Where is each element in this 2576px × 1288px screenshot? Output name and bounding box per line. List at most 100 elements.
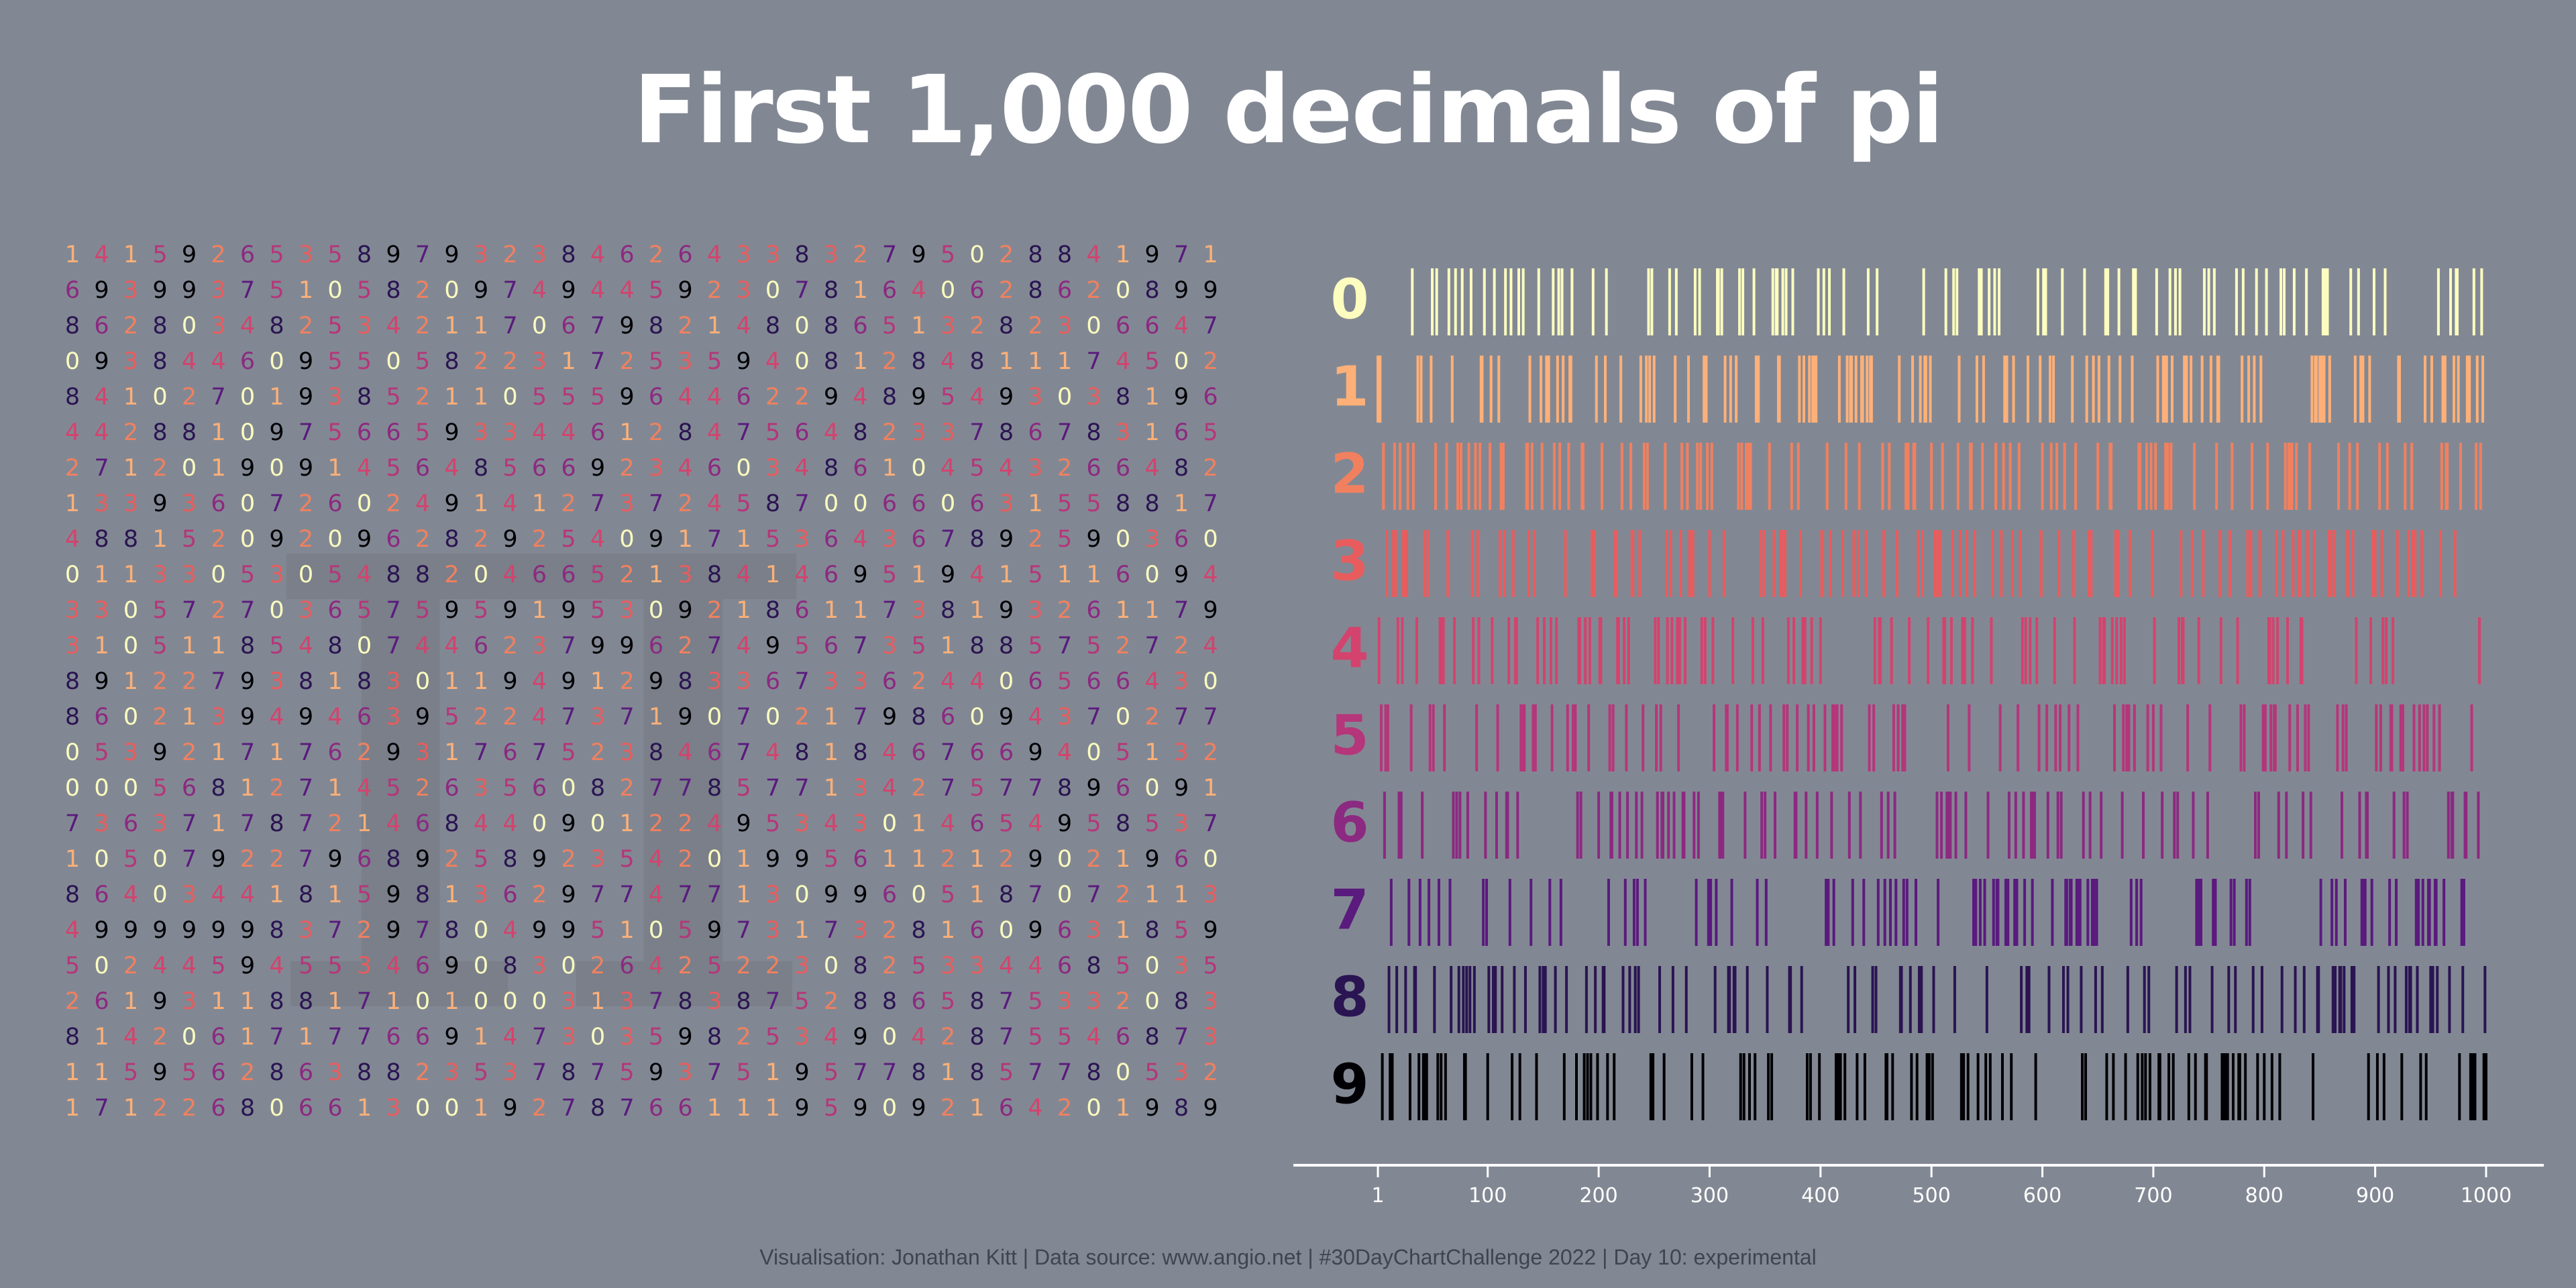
decimal-digit: 6 [823,561,839,588]
decimal-digit: 2 [444,561,460,588]
decimal-digit: 6 [1057,277,1073,304]
decimal-digit: 4 [794,561,810,588]
decimal-digit: 7 [298,739,314,766]
decimal-digit: 5 [590,384,606,411]
decimal-digit: 6 [998,1095,1014,1122]
decimal-digit: 9 [765,633,781,659]
decimal-digit: 4 [794,455,810,482]
decimal-digit: 2 [152,455,168,482]
decimal-digit: 3 [765,241,781,268]
decimal-digit: 9 [298,384,314,411]
decimal-digit: 4 [152,953,168,979]
decimal-digit: 7 [998,775,1014,802]
decimal-digit: 2 [64,988,80,1015]
decimal-digit: 1 [1115,597,1131,624]
decimal-digit: 9 [1203,597,1218,624]
decimal-digit: 7 [736,739,751,766]
decimal-digit: 1 [123,455,139,482]
decimal-digit: 3 [853,775,868,802]
decimal-digit: 2 [881,348,898,375]
decimal-digit: 9 [998,384,1014,411]
decimal-digit: 7 [1173,1024,1189,1051]
decimal-digit: 5 [940,384,956,411]
decimal-digit: 3 [794,953,810,979]
decimal-digit: 5 [473,846,489,873]
decimal-digit: 1 [911,561,926,588]
decimal-digit: 6 [531,455,547,482]
decimal-digit: 2 [1086,277,1102,304]
decimal-digit: 9 [619,384,635,411]
decimal-digit: 4 [64,917,80,944]
decimal-digit: 8 [473,455,489,482]
decimal-digit: 3 [502,1059,518,1086]
decimal-digit: 6 [561,313,576,339]
decimal-digit: 8 [706,1024,722,1051]
decimal-digit: 8 [853,739,868,766]
decimal-digit: 1 [531,490,547,517]
decimal-digit: 5 [1057,526,1073,553]
decimal-digit: 0 [239,419,256,446]
decimal-digit: 0 [619,526,635,553]
decimal-digit: 7 [531,739,547,766]
decimal-digit: 6 [678,1095,693,1122]
decimal-digit: 8 [1173,1095,1189,1122]
decimal-digit: 3 [881,633,898,659]
decimal-digit: 2 [152,704,168,731]
decimal-digit: 1 [1173,490,1189,517]
decimal-digit: 6 [1057,917,1073,944]
decimal-digit: 5 [211,953,226,979]
decimal-digit: 8 [502,846,518,873]
decimal-digit: 1 [473,1095,489,1122]
decimal-digit: 8 [1057,241,1073,268]
decimal-digit: 4 [415,490,431,517]
decimal-digit: 5 [794,633,810,659]
decimal-digit: 0 [1115,277,1131,304]
decimal-digit: 1 [64,846,80,873]
decimal-digit: 7 [940,526,956,553]
decimal-digit: 7 [239,597,256,624]
decimal-digit: 5 [823,1095,839,1122]
decimal-digit: 7 [853,633,868,659]
decimal-digit: 1 [969,597,985,624]
decimal-digit: 9 [298,704,314,731]
decimal-digit: 4 [269,953,284,979]
decimal-digit: 2 [1173,633,1189,659]
decimal-digit: 5 [561,739,576,766]
decimal-digit: 0 [648,917,664,944]
decimal-digit: 8 [1115,810,1131,837]
decimal-digit: 4 [531,704,547,731]
decimal-digit: 2 [911,668,926,695]
decimal-digit: 9 [678,704,693,731]
decimal-digit: 8 [94,526,109,553]
decimal-digit: 2 [619,561,635,588]
decimal-digit: 1 [765,1059,781,1086]
decimal-digit: 0 [1057,384,1073,411]
decimal-digit: 5 [1086,810,1102,837]
decimal-digit: 9 [1028,739,1043,766]
decimal-digit: 5 [386,455,401,482]
decimal-digit: 1 [736,881,751,908]
decimal-digit: 1 [444,739,460,766]
decimal-digit: 3 [736,241,751,268]
decimal-digit: 5 [969,455,985,482]
decimal-digit: 5 [327,419,343,446]
decimal-digit: 7 [1057,1059,1073,1086]
decimal-digit: 4 [1028,953,1043,979]
decimal-digit: 1 [239,988,256,1015]
decimal-digit: 4 [590,241,606,268]
decimal-digit: 1 [1057,348,1073,375]
decimal-digit: 1 [327,988,343,1015]
decimal-digit: 0 [64,775,80,802]
decimal-digit: 9 [1173,277,1189,304]
decimal-digit: 1 [765,561,781,588]
decimal-digit: 1 [531,597,547,624]
decimal-digit: 9 [561,668,576,695]
decimal-digit: 8 [911,1059,926,1086]
decimal-digit: 4 [736,561,751,588]
decimal-digit: 0 [269,348,284,375]
decimal-digit: 0 [473,561,489,588]
decimal-digit: 3 [94,490,109,517]
decimal-digit: 2 [473,348,489,375]
decimal-digit: 5 [1028,633,1043,659]
decimal-digit: 0 [911,455,926,482]
